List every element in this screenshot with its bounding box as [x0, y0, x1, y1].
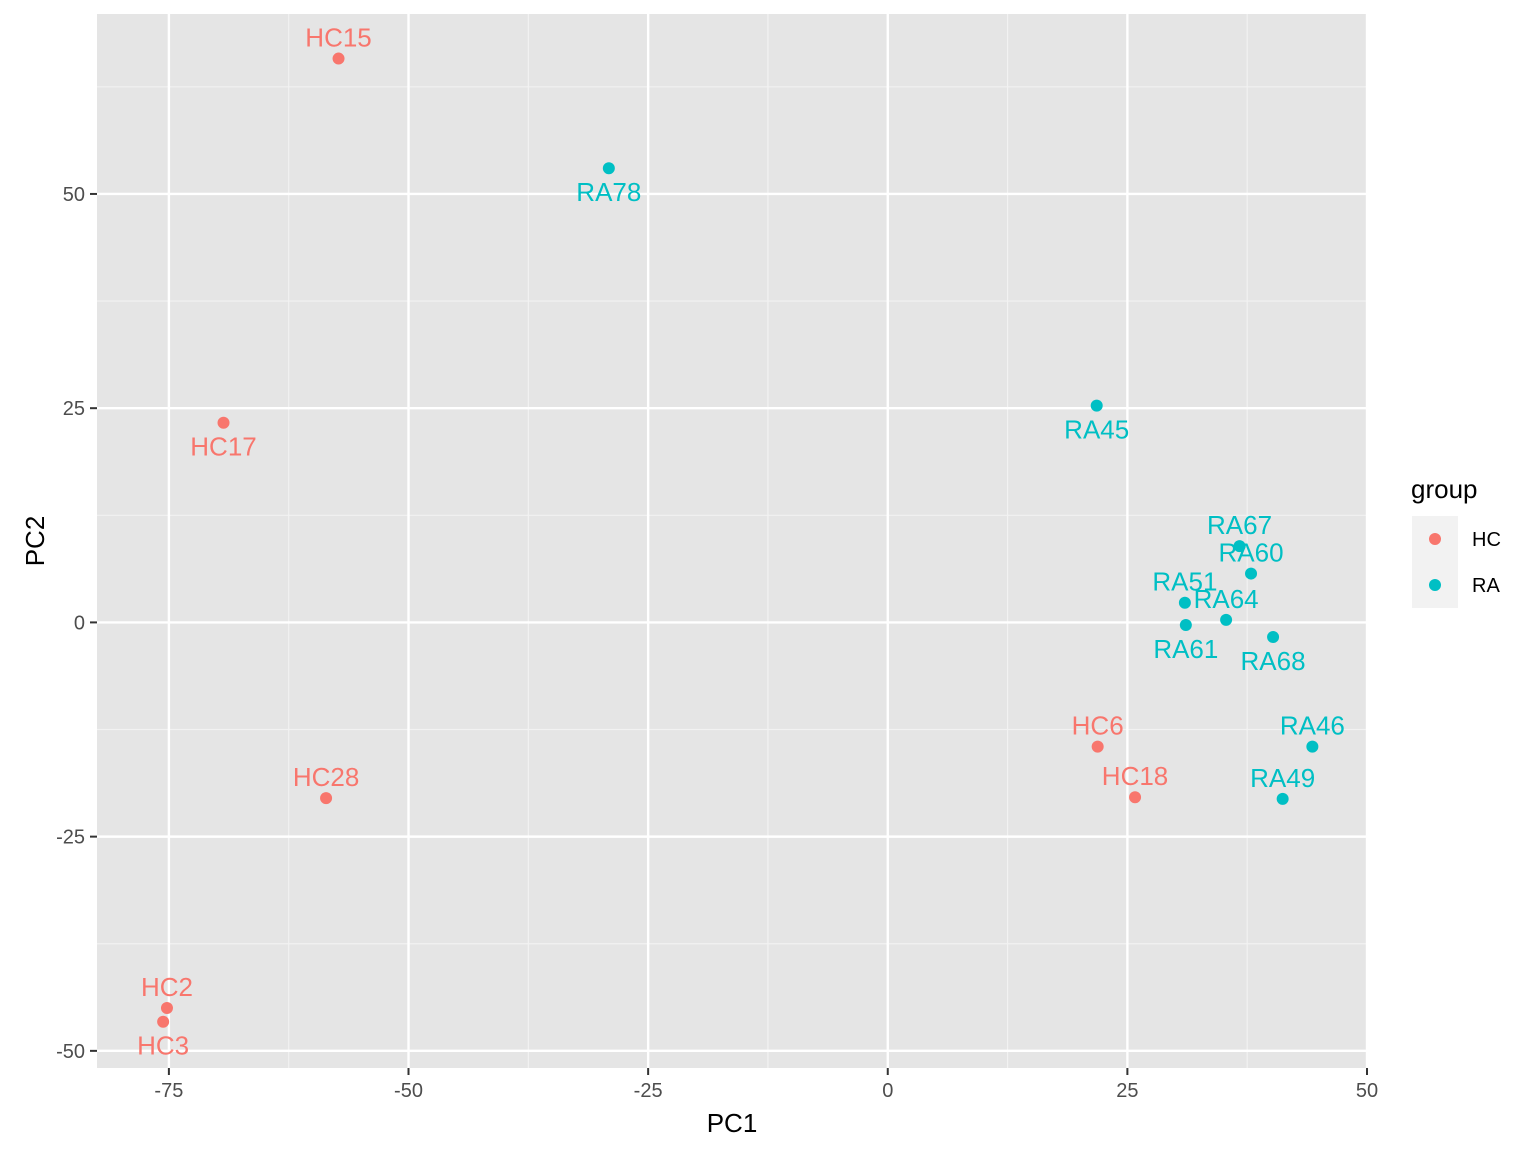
point-label: HC15: [305, 23, 371, 53]
legend-label: HC: [1472, 529, 1501, 551]
x-tick-label: -25: [634, 1080, 663, 1102]
x-tick-label: -50: [394, 1080, 423, 1102]
y-tick-label: 50: [63, 184, 85, 206]
point-label: RA60: [1218, 538, 1283, 568]
data-point: [1267, 630, 1280, 643]
y-tick-label: 0: [74, 612, 85, 634]
y-tick-label: 25: [63, 398, 85, 420]
point-label: RA46: [1280, 711, 1345, 741]
legend-label: RA: [1472, 575, 1500, 597]
data-point: [1276, 792, 1289, 805]
point-label: RA64: [1194, 584, 1259, 614]
y-tick-labels: -50 -25 0 25 50: [56, 184, 85, 1063]
point-label: RA51: [1152, 567, 1217, 597]
y-axis-title: PC2: [20, 516, 50, 567]
data-point: [1233, 540, 1246, 553]
point-label: HC2: [141, 972, 193, 1002]
point-label: RA49: [1250, 763, 1315, 793]
legend-keys: HC RA: [1412, 516, 1501, 608]
legend-title: group: [1411, 474, 1478, 504]
x-tick-label: 0: [882, 1080, 893, 1102]
data-point: [320, 792, 333, 805]
legend: group HC RA: [1411, 474, 1501, 608]
point-label: HC17: [190, 432, 256, 462]
legend-key-point: [1429, 579, 1441, 591]
point-label: RA68: [1241, 646, 1306, 676]
point-label: HC28: [293, 762, 359, 792]
data-point: [217, 416, 230, 429]
point-label: HC18: [1102, 761, 1168, 791]
data-point: [1245, 567, 1258, 580]
y-tick-label: -50: [56, 1041, 85, 1063]
grid-minor: [97, 14, 1367, 1068]
x-tick-label: 25: [1116, 1080, 1138, 1102]
point-label: RA67: [1207, 510, 1272, 540]
point-label: RA78: [576, 177, 641, 207]
y-tick-label: -25: [56, 827, 85, 849]
x-tick-label: 50: [1356, 1080, 1378, 1102]
point-label: HC6: [1072, 711, 1124, 741]
data-points: [157, 52, 1319, 1028]
data-point: [602, 162, 615, 175]
point-label: HC3: [137, 1031, 189, 1061]
data-point: [332, 52, 345, 65]
data-point: [1090, 399, 1103, 412]
data-point: [1091, 740, 1104, 753]
point-labels: HC15HC17HC28HC2HC3HC6HC18RA78RA45RA67RA6…: [137, 23, 1345, 1061]
grid-major: [97, 14, 1369, 1068]
axis-ticks: [90, 192, 1368, 1075]
data-point: [1306, 740, 1319, 753]
data-point: [1179, 618, 1192, 631]
point-label: RA61: [1153, 634, 1218, 664]
x-tick-label: -75: [154, 1080, 183, 1102]
x-tick-labels: -75 -50 -25 0 25 50: [154, 1080, 1378, 1102]
data-point: [1178, 596, 1191, 609]
data-point: [160, 1002, 173, 1015]
data-point: [1220, 613, 1233, 626]
data-point: [157, 1015, 170, 1028]
legend-key-point: [1429, 533, 1441, 545]
data-point: [1129, 791, 1142, 804]
plot-panel: [97, 14, 1367, 1068]
point-label: RA45: [1064, 415, 1129, 445]
x-axis-title: PC1: [707, 1108, 758, 1138]
